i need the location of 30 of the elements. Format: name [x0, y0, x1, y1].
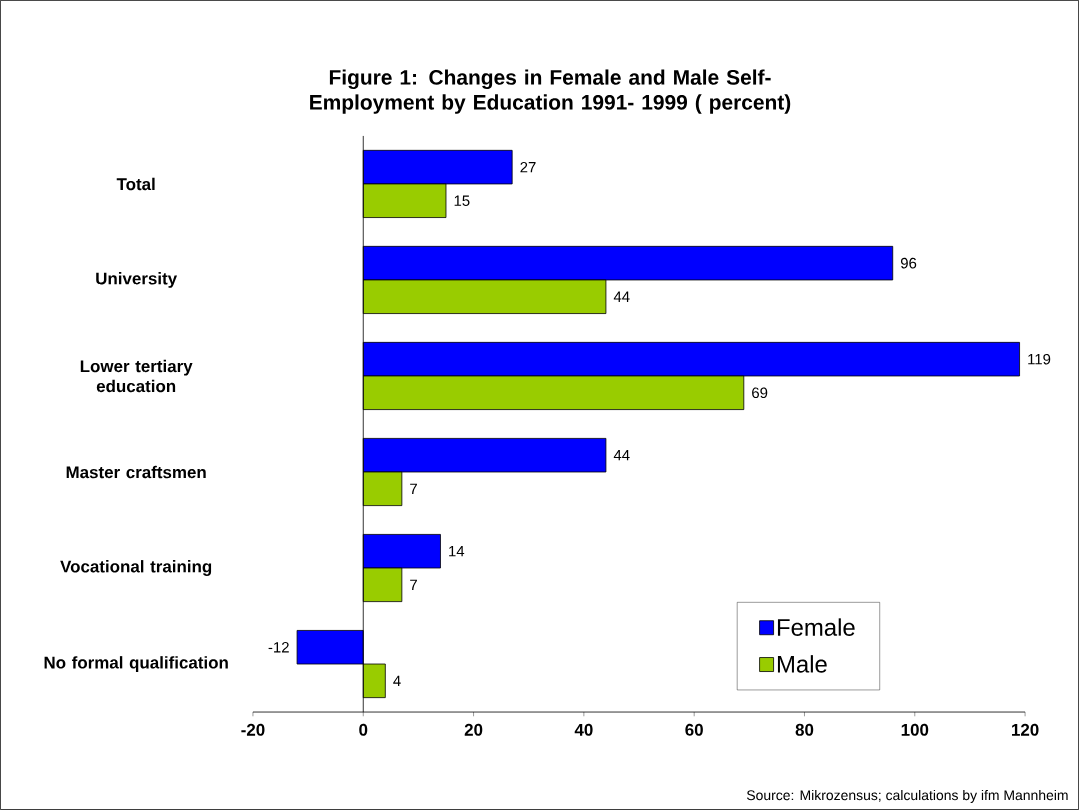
data-label: 15 [454, 195, 470, 206]
y-tick-label: No formal qualification [44, 656, 228, 672]
data-label: 27 [520, 161, 536, 173]
y-tick-label: Lower tertiary education [80, 359, 193, 393]
x-tick-label: 40 [574, 723, 593, 736]
data-label: 69 [752, 387, 768, 399]
x-tick-label: 20 [464, 723, 483, 736]
legend-label: Male [777, 655, 827, 673]
data-label: 7 [410, 483, 417, 494]
data-label: 7 [410, 579, 417, 590]
x-tick-label: 80 [795, 723, 814, 736]
x-tick-label: -20 [241, 723, 265, 736]
y-tick-label: University [96, 272, 178, 288]
data-label: 44 [613, 291, 630, 302]
x-tick-label: 0 [359, 723, 368, 736]
x-tick-label: 60 [685, 723, 703, 736]
y-tick-label: Master craftsmen [66, 465, 206, 479]
data-label: 14 [449, 546, 465, 557]
data-label: 44 [613, 450, 630, 461]
chart-title: Figure 1: Changes in Female and Male Self-Employment by Education 1991- 1999 ( percent) [310, 69, 791, 114]
data-label: 119 [1028, 353, 1051, 365]
data-label: 96 [900, 257, 917, 269]
y-tick-label: Vocational training [60, 560, 212, 576]
x-tick-label: 100 [901, 723, 929, 736]
data-label: 4 [393, 675, 401, 686]
y-tick-label: Total [116, 177, 155, 191]
x-tick-label: 120 [1012, 723, 1039, 736]
source-note: Source: Mikrozensus; calculations by ifm Mannheim [746, 789, 1068, 803]
data-label: -12 [268, 642, 289, 653]
legend-label: Female [777, 618, 855, 636]
